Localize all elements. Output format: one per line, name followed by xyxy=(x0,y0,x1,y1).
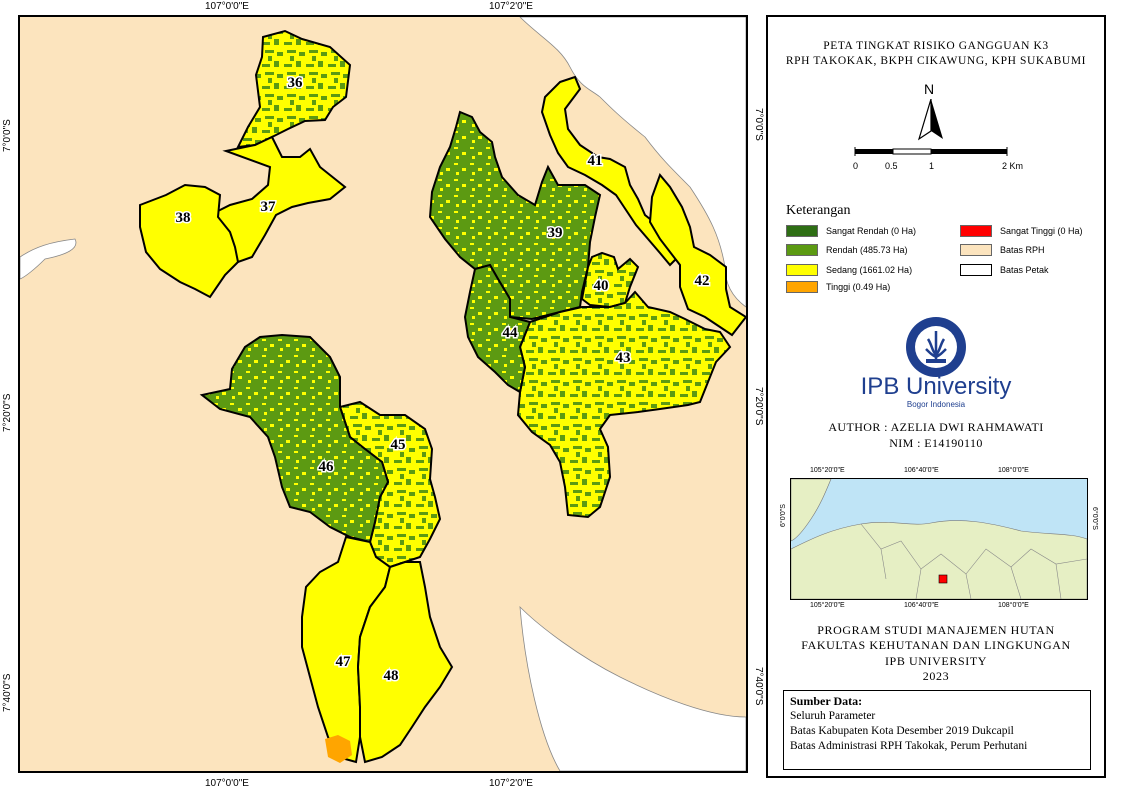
legend-swatch xyxy=(786,281,818,293)
legend-sangat-rendah: Sangat Rendah (0 Ha) xyxy=(786,225,916,237)
legend-label: Sedang (1661.02 Ha) xyxy=(826,265,913,275)
ipb-logo-icon xyxy=(906,317,966,377)
coord-top-1: 107°0'0"E xyxy=(205,1,249,12)
map-layout-panel: PETA TINGKAT RISIKO GANGGUAN K3 RPH TAKO… xyxy=(766,15,1106,778)
label-36: 36 xyxy=(288,75,304,91)
program-line1: PROGRAM STUDI MANAJEMEN HUTAN xyxy=(817,623,1055,637)
legend-title: Keterangan xyxy=(786,203,851,218)
inset-coord-bottom-2: 106°40'0"E xyxy=(904,602,939,609)
source-title: Sumber Data: xyxy=(790,694,863,708)
university-sub: Bogor Indonesia xyxy=(906,400,966,409)
label-46: 46 xyxy=(319,459,335,475)
coord-right-2: 7°20'0"S xyxy=(753,387,764,426)
tinggi-patch xyxy=(325,735,352,763)
coord-left-3: 7°40'0"S xyxy=(2,673,13,712)
label-48: 48 xyxy=(384,668,399,684)
label-42: 42 xyxy=(695,273,710,289)
program-line2: FAKULTAS KEHUTANAN DAN LINGKUNGAN xyxy=(801,638,1071,652)
petak-37 xyxy=(214,135,347,264)
inset-coord-top-2: 106°40'0"E xyxy=(904,467,939,474)
legend-swatch xyxy=(960,244,992,256)
inset-coord-top-3: 108°0'0"E xyxy=(998,467,1029,474)
petak-42 xyxy=(648,173,746,337)
legend-swatch xyxy=(960,225,992,237)
map-canvas[interactable]: 36 37 38 39 40 41 42 43 44 45 46 47 48 xyxy=(18,15,748,773)
inset-coord-left: 6°0'0"S xyxy=(780,504,787,527)
source-line-3: Batas Administrasi RPH Takokak, Perum Pe… xyxy=(790,740,1028,752)
scale-label-0: 0 xyxy=(853,161,859,171)
map-svg: 36 37 38 39 40 41 42 43 44 45 46 47 48 xyxy=(20,17,746,771)
label-45: 45 xyxy=(391,437,406,453)
scale-bar xyxy=(854,147,1008,156)
petak-40 xyxy=(580,251,640,309)
legend-label: Batas Petak xyxy=(1000,265,1049,275)
petak-36 xyxy=(236,29,352,149)
source-line-1: Seluruh Parameter xyxy=(790,710,876,722)
legend-label: Rendah (485.73 Ha) xyxy=(826,245,908,255)
petak-44 xyxy=(463,263,532,394)
coord-left-2: 7°20'0"S xyxy=(2,393,13,432)
label-38: 38 xyxy=(176,210,191,226)
coord-left-1: 7°0'0"S xyxy=(2,119,13,152)
legend-swatch xyxy=(786,225,818,237)
legend-swatch xyxy=(786,264,818,276)
outside-area-bottom-right xyxy=(519,605,746,771)
petak-48 xyxy=(356,561,454,764)
north-arrow-icon xyxy=(917,99,943,141)
map-title-line2: RPH TAKOKAK, BKPH CIKAWUNG, KPH SUKABUMI xyxy=(785,55,1087,67)
north-label: N xyxy=(924,81,935,97)
nim: NIM : E14190110 xyxy=(889,436,983,450)
coord-bottom-1: 107°0'0"E xyxy=(205,778,249,789)
label-44: 44 xyxy=(503,325,519,341)
legend-tinggi: Tinggi (0.49 Ha) xyxy=(786,281,890,293)
university-name: IPB University xyxy=(860,373,1012,400)
legend-swatch xyxy=(960,264,992,276)
inset-map-svg xyxy=(791,479,1087,599)
label-43: 43 xyxy=(616,350,631,366)
legend-label: Sangat Rendah (0 Ha) xyxy=(826,226,917,236)
legend-label: Batas RPH xyxy=(1000,245,1045,255)
inset-map[interactable] xyxy=(790,478,1088,600)
scale-label-3: 2 Km xyxy=(1002,161,1024,171)
label-41: 41 xyxy=(588,153,603,169)
source-box: Sumber Data: Seluruh Parameter Batas Kab… xyxy=(783,690,1091,770)
inset-coord-bottom-1: 105°20'0"E xyxy=(810,602,845,609)
map-title-line1: PETA TINGKAT RISIKO GANGGUAN K3 xyxy=(823,40,1049,52)
legend-label: Tinggi (0.49 Ha) xyxy=(826,282,891,292)
legend-label: Sangat Tinggi (0 Ha) xyxy=(1000,226,1083,236)
coord-top-2: 107°2'0"E xyxy=(489,1,533,12)
label-47: 47 xyxy=(336,654,352,670)
legend-rendah: Rendah (485.73 Ha) xyxy=(786,244,908,256)
author: AUTHOR : AZELIA DWI RAHMAWATI xyxy=(828,420,1044,434)
inset-coord-right: 6°0'0"S xyxy=(1091,507,1098,530)
outside-area-left xyxy=(20,238,77,280)
petak-38 xyxy=(139,183,240,299)
label-39: 39 xyxy=(548,225,563,241)
legend-batas-petak: Batas Petak xyxy=(960,264,1049,276)
coord-bottom-2: 107°2'0"E xyxy=(489,778,533,789)
legend-sedang: Sedang (1661.02 Ha) xyxy=(786,264,912,276)
petak-43 xyxy=(516,290,732,519)
legend-sangat-tinggi: Sangat Tinggi (0 Ha) xyxy=(960,225,1083,237)
scale-label-1: 0.5 xyxy=(885,161,898,171)
label-40: 40 xyxy=(594,278,609,294)
program-line3: IPB UNIVERSITY xyxy=(884,654,988,668)
coord-right-3: 7°40'0"S xyxy=(753,667,764,706)
inset-coord-bottom-3: 108°0'0"E xyxy=(998,602,1029,609)
legend-batas-rph: Batas RPH xyxy=(960,244,1045,256)
label-37: 37 xyxy=(261,199,277,215)
source-line-2: Batas Kabupaten Kota Desember 2019 Dukca… xyxy=(790,725,1014,737)
legend-swatch xyxy=(786,244,818,256)
inset-coord-top-1: 105°20'0"E xyxy=(810,467,845,474)
program-year: 2023 xyxy=(922,669,950,683)
coord-right-1: 7°0'0"S xyxy=(753,108,764,141)
scale-label-2: 1 xyxy=(929,161,935,171)
